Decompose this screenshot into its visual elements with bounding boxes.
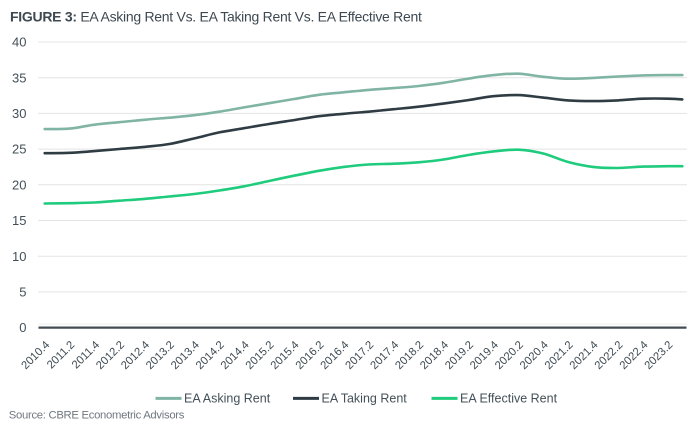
- svg-text:0: 0: [19, 320, 26, 335]
- svg-text:15: 15: [12, 213, 26, 228]
- svg-text:35: 35: [12, 70, 26, 85]
- svg-text:40: 40: [12, 35, 26, 50]
- svg-text:EA Effective Rent: EA Effective Rent: [460, 391, 558, 405]
- svg-text:FIGURE 3: EA Asking Rent Vs. E: FIGURE 3: EA Asking Rent Vs. EA Taking R…: [10, 9, 422, 25]
- svg-text:5: 5: [19, 285, 26, 300]
- svg-text:EA Taking Rent: EA Taking Rent: [322, 391, 408, 405]
- svg-text:EA Asking Rent: EA Asking Rent: [184, 391, 271, 405]
- svg-text:Source: CBRE Econometric Advis: Source: CBRE Econometric Advisors: [9, 410, 185, 422]
- svg-text:30: 30: [12, 106, 26, 121]
- svg-text:10: 10: [12, 249, 26, 264]
- svg-text:25: 25: [12, 142, 26, 157]
- svg-text:20: 20: [12, 177, 26, 192]
